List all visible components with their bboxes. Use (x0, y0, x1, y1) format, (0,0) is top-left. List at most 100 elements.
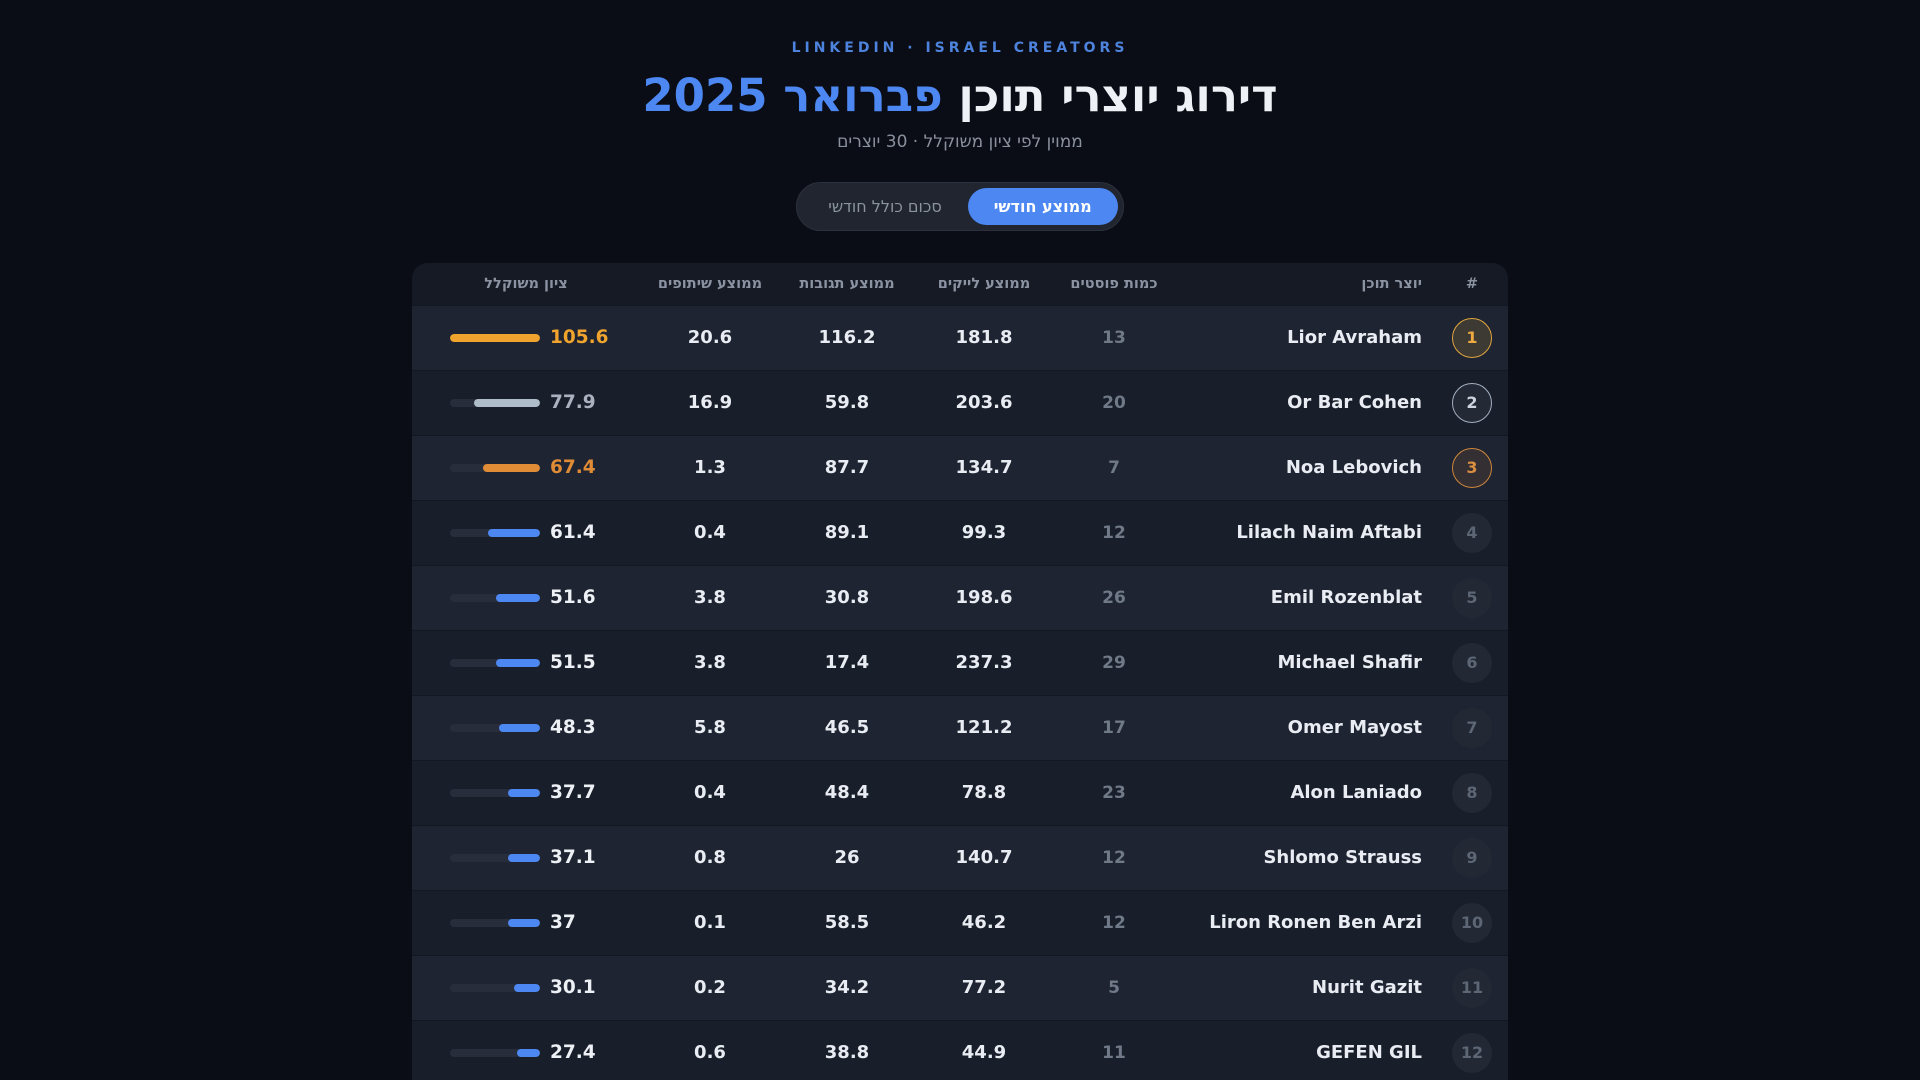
likes-value: 77.2 (961, 977, 1007, 999)
score-bar (450, 333, 540, 342)
likes-value: 181.8 (955, 327, 1013, 349)
score-cell: 27.4 (412, 1042, 640, 1063)
score-bar (450, 658, 540, 667)
shares-value: 0.4 (694, 782, 726, 804)
score-bar-fill (496, 658, 540, 667)
toggle-monthly-total[interactable]: סכום כולל חודשי (802, 188, 967, 225)
shares-value: 0.1 (694, 912, 726, 934)
likes-value: 46.2 (961, 912, 1007, 934)
score-value: 48.3 (550, 717, 596, 739)
score-cell: 61.4 (412, 522, 640, 543)
score-bar-fill (508, 918, 540, 927)
table-row: 48.3 5.8 46.5 121.2 17 Omer Mayost 7 (412, 694, 1508, 760)
rank-badge: 2 (1452, 382, 1492, 423)
column-header-score: ציון משוקלל (484, 275, 568, 292)
table-body: 105.6 20.6 116.2 181.8 13 Lior Avraham 1… (412, 304, 1508, 1080)
shares-value: 0.4 (694, 522, 726, 544)
likes-value: 44.9 (961, 1042, 1007, 1064)
creator-name: Noa Lebovich (1285, 457, 1422, 479)
rank-badge: 10 (1452, 902, 1492, 943)
comments-value: 58.5 (824, 912, 870, 934)
posts-value: 13 (1102, 327, 1126, 348)
rank-cell: 9 (1436, 837, 1508, 878)
creator-name: Alon Laniado (1290, 782, 1422, 804)
comments-value: 89.1 (824, 522, 870, 544)
score-value: 67.4 (550, 457, 596, 479)
column-header-posts: כמות פוסטים (1070, 275, 1158, 292)
score-value: 37 (550, 912, 576, 934)
rank-badge: 8 (1452, 772, 1492, 813)
table-row: 37.7 0.4 48.4 78.8 23 Alon Laniado 8 (412, 759, 1508, 825)
rank-cell: 6 (1436, 642, 1508, 683)
score-cell: 37.1 (412, 847, 640, 868)
table-row: 77.9 16.9 59.8 203.6 20 Or Bar Cohen 2 (412, 369, 1508, 435)
page-subtitle: ממוין לפי ציון משוקלל · 30 יוצרים (837, 131, 1083, 152)
rank-cell: 10 (1436, 902, 1508, 943)
score-bar-fill (473, 398, 540, 407)
posts-value: 12 (1102, 522, 1126, 543)
score-cell: 37.7 (412, 782, 640, 803)
creator-name: Michael Shafir (1277, 652, 1422, 674)
shares-value: 0.2 (694, 977, 726, 999)
table-row: 27.4 0.6 38.8 44.9 11 GEFEN GIL 12 (412, 1019, 1508, 1080)
comments-value: 59.8 (824, 392, 870, 414)
toggle-monthly-average[interactable]: ממוצע חודשי (967, 187, 1118, 225)
shares-value: 1.3 (694, 457, 726, 479)
column-header-shares: ממוצע שיתופים (657, 275, 763, 292)
creator-name: Lilach Naim Aftabi (1236, 522, 1422, 544)
shares-value: 20.6 (687, 327, 733, 349)
table-row: 67.4 1.3 87.7 134.7 7 Noa Lebovich 3 (412, 434, 1508, 500)
score-bar (450, 918, 540, 927)
score-bar (450, 788, 540, 797)
score-bar-fill (508, 853, 540, 862)
comments-value: 38.8 (824, 1042, 870, 1064)
rank-cell: 3 (1436, 447, 1508, 488)
score-value: 30.1 (550, 977, 596, 999)
score-cell: 48.3 (412, 717, 640, 738)
score-value: 77.9 (550, 392, 596, 414)
rank-badge: 1 (1452, 317, 1492, 358)
comments-value: 87.7 (824, 457, 870, 479)
creator-name: Omer Mayost (1287, 717, 1422, 739)
table-header: ציון משוקלל ממוצע שיתופים ממוצע תגובות מ… (412, 262, 1508, 305)
rank-badge: 6 (1452, 642, 1492, 683)
score-cell: 37 (412, 912, 640, 933)
creator-name: Or Bar Cohen (1287, 392, 1422, 414)
posts-value: 26 (1102, 587, 1126, 608)
score-value: 51.5 (550, 652, 596, 674)
posts-value: 7 (1108, 457, 1120, 478)
likes-value: 198.6 (955, 587, 1013, 609)
column-header-rank: # (1465, 275, 1479, 292)
posts-value: 11 (1102, 1042, 1126, 1063)
score-bar (450, 1048, 540, 1057)
posts-value: 17 (1102, 717, 1126, 738)
table-row: 61.4 0.4 89.1 99.3 12 Lilach Naim Aftabi… (412, 499, 1508, 565)
rank-cell: 11 (1436, 967, 1508, 1008)
comments-value: 46.5 (824, 717, 870, 739)
score-bar (450, 853, 540, 862)
page-title: דירוג יוצרי תוכן פברואר 2025 (642, 70, 1277, 122)
score-bar-fill (498, 723, 540, 732)
table-row: 37.1 0.8 26 140.7 12 Shlomo Strauss 9 (412, 824, 1508, 890)
score-bar-fill (487, 528, 540, 537)
creator-name: Liron Ronen Ben Arzi (1209, 912, 1422, 934)
posts-value: 23 (1102, 782, 1126, 803)
creator-name: GEFEN GIL (1316, 1042, 1422, 1064)
score-cell: 105.6 (412, 327, 640, 348)
creator-name: Nurit Gazit (1312, 977, 1422, 999)
creator-name: Emil Rozenblat (1270, 587, 1422, 609)
score-value: 51.6 (550, 587, 596, 609)
comments-value: 116.2 (818, 327, 876, 349)
posts-value: 5 (1108, 977, 1120, 998)
rank-cell: 4 (1436, 512, 1508, 553)
rank-badge: 11 (1452, 967, 1492, 1008)
table-row: 105.6 20.6 116.2 181.8 13 Lior Avraham 1 (412, 304, 1508, 370)
rank-cell: 5 (1436, 577, 1508, 618)
score-cell: 51.6 (412, 587, 640, 608)
rank-cell: 12 (1436, 1032, 1508, 1073)
column-header-comments: ממוצע תגובות (799, 275, 895, 292)
likes-value: 78.8 (961, 782, 1007, 804)
shares-value: 0.6 (694, 1042, 726, 1064)
posts-value: 12 (1102, 912, 1126, 933)
score-value: 61.4 (550, 522, 596, 544)
